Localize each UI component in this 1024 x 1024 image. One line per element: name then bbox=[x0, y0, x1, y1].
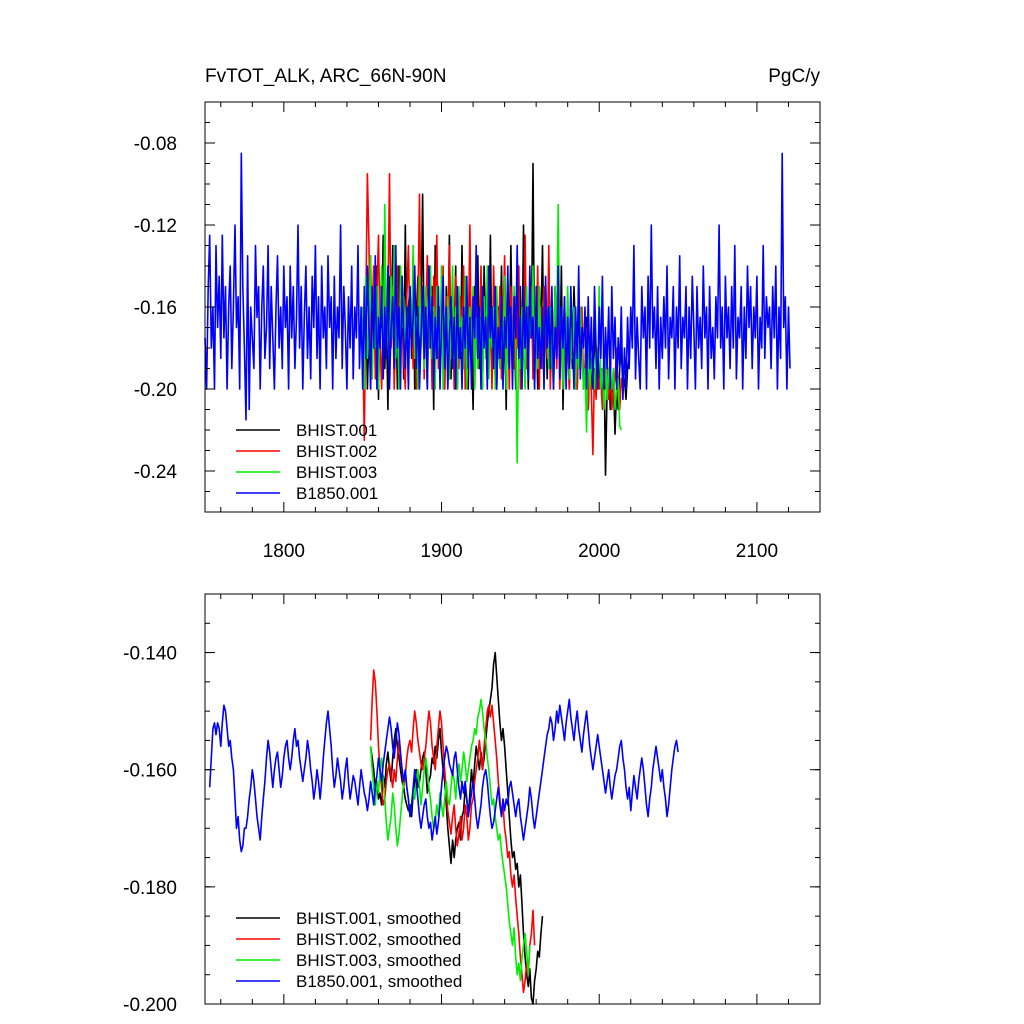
legend-label-bhist-003-smoothed: BHIST.003, smoothed bbox=[296, 951, 461, 970]
series-line-bhist-003-smoothed bbox=[369, 698, 531, 982]
x-tick-label: 2100 bbox=[736, 541, 778, 562]
bottom-panel-series bbox=[208, 651, 679, 1005]
top-panel-tick-labels: 1800 1900 2000 2100 -0.24 -0.20 -0.16 -0.12 -0.0… bbox=[134, 134, 778, 562]
units-label: PgC/y bbox=[768, 66, 820, 87]
legend-label-bhist-003: BHIST.003 bbox=[296, 463, 377, 482]
y-tick-label: -0.200 bbox=[123, 995, 177, 1016]
x-tick-label: 1800 bbox=[263, 541, 305, 562]
top-panel-series bbox=[204, 152, 791, 476]
x-tick-label: 2000 bbox=[578, 541, 620, 562]
legend-label-b1850-001-smoothed: B1850.001, smoothed bbox=[296, 972, 462, 991]
bottom-panel: -0.200 -0.180 -0.160 -0.140 BHIST.001, smoo… bbox=[123, 593, 821, 1016]
y-tick-label: -0.16 bbox=[134, 298, 177, 319]
legend-label-bhist-001: BHIST.001 bbox=[296, 421, 377, 440]
y-tick-label: -0.180 bbox=[123, 878, 177, 899]
top-panel-ticks bbox=[205, 101, 821, 513]
top-panel: 1800 1900 2000 2100 -0.24 -0.20 -0.16 -0.12 -0.0… bbox=[134, 101, 821, 562]
series-line-bhist-002-smoothed bbox=[369, 669, 536, 994]
bottom-panel-ticks bbox=[205, 593, 821, 1005]
y-tick-label: -0.140 bbox=[123, 644, 177, 665]
legend-label-bhist-001-smoothed: BHIST.001, smoothed bbox=[296, 909, 461, 928]
y-tick-label: -0.08 bbox=[134, 134, 177, 155]
legend-label-bhist-002-smoothed: BHIST.002, smoothed bbox=[296, 930, 461, 949]
bottom-panel-legend: BHIST.001, smoothed BHIST.002, smoothed BH… bbox=[236, 909, 462, 991]
legend-label-b1850-001: B1850.001 bbox=[296, 484, 378, 503]
x-tick-label: 1900 bbox=[420, 541, 462, 562]
y-tick-label: -0.160 bbox=[123, 761, 177, 782]
top-panel-legend: BHIST.001 BHIST.002 BHIST.003 B1850.001 bbox=[236, 421, 378, 503]
series-line-b1850-001 bbox=[204, 152, 791, 421]
y-tick-label: -0.20 bbox=[134, 380, 177, 401]
bottom-panel-tick-labels: -0.200 -0.180 -0.160 -0.140 bbox=[123, 644, 177, 1016]
series-line-b1850-001-smoothed bbox=[208, 698, 679, 853]
figure-title: FvTOT_ALK, ARC_66N-90N bbox=[205, 66, 446, 87]
y-tick-label: -0.24 bbox=[134, 462, 178, 483]
legend-label-bhist-002: BHIST.002 bbox=[296, 442, 377, 461]
y-tick-label: -0.12 bbox=[134, 216, 177, 237]
